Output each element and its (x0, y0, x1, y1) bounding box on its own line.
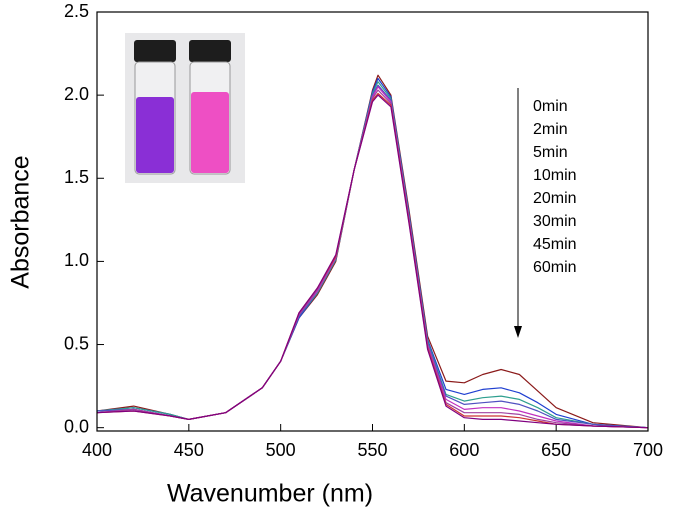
series-line (96, 94, 649, 429)
legend-label: 30min (533, 213, 577, 230)
legend-label: 5min (533, 144, 568, 161)
x-axis-label: Wavenumber (nm) (167, 480, 373, 508)
x-tick-label: 500 (266, 440, 296, 460)
x-tick-label: 550 (357, 440, 387, 460)
y-tick-label: 0.0 (64, 416, 89, 436)
legend-label: 60min (533, 259, 577, 276)
x-tick-label: 650 (541, 440, 571, 460)
x-tick-label: 700 (633, 440, 663, 460)
legend-label: 2min (533, 121, 568, 138)
x-tick-label: 400 (82, 440, 112, 460)
y-tick-label: 1.0 (64, 250, 89, 270)
y-tick-label: 2.5 (64, 1, 89, 21)
x-tick-label: 600 (449, 440, 479, 460)
y-tick-label: 0.5 (64, 333, 89, 353)
legend-label: 10min (533, 167, 577, 184)
y-axis-label: Absorbance (7, 155, 35, 288)
y-tick-label: 1.5 (64, 167, 89, 187)
legend-label: 0min (533, 98, 568, 115)
y-tick-label: 2.0 (64, 84, 89, 104)
arrow-head (514, 326, 522, 338)
inset-photo (125, 33, 245, 183)
legend-label: 45min (533, 236, 577, 253)
x-tick-label: 450 (174, 440, 204, 460)
legend-label: 20min (533, 190, 577, 207)
plot-frame (96, 11, 649, 432)
